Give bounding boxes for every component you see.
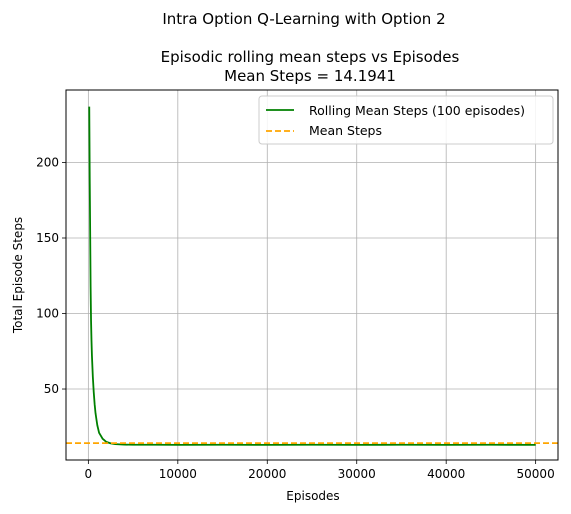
x-ticks: 0 10000 20000 30000 40000 50000 — [85, 460, 555, 481]
rolling-mean-line — [88, 106, 536, 446]
x-tick-label: 40000 — [427, 467, 465, 481]
legend: Rolling Mean Steps (100 episodes) Mean S… — [258, 95, 554, 145]
y-tick-label: 150 — [36, 231, 59, 245]
y-ticks: 50 100 150 200 — [36, 155, 66, 396]
legend-box — [258, 95, 554, 145]
grid — [66, 90, 558, 460]
chart-title-line-2: Mean Steps = 14.1941 — [224, 67, 396, 85]
x-tick-label: 20000 — [248, 467, 286, 481]
x-axis-label: Episodes — [286, 489, 339, 503]
x-tick-label: 50000 — [517, 467, 555, 481]
x-tick-label: 30000 — [338, 467, 376, 481]
y-tick-label: 100 — [36, 307, 59, 321]
x-tick-label: 10000 — [159, 467, 197, 481]
chart-title-line-1: Episodic rolling mean steps vs Episodes — [161, 48, 460, 66]
legend-label-mean-steps: Mean Steps — [309, 123, 382, 138]
y-axis-label: Total Episode Steps — [11, 217, 25, 334]
y-tick-label: 200 — [36, 155, 59, 169]
plot-frame — [65, 89, 559, 461]
y-tick-label: 50 — [44, 382, 59, 396]
legend-label-rolling-mean: Rolling Mean Steps (100 episodes) — [309, 103, 525, 118]
chart-suptitle: Intra Option Q-Learning with Option 2 — [162, 10, 445, 28]
x-tick-label: 0 — [85, 467, 93, 481]
plot-lines — [66, 106, 558, 446]
